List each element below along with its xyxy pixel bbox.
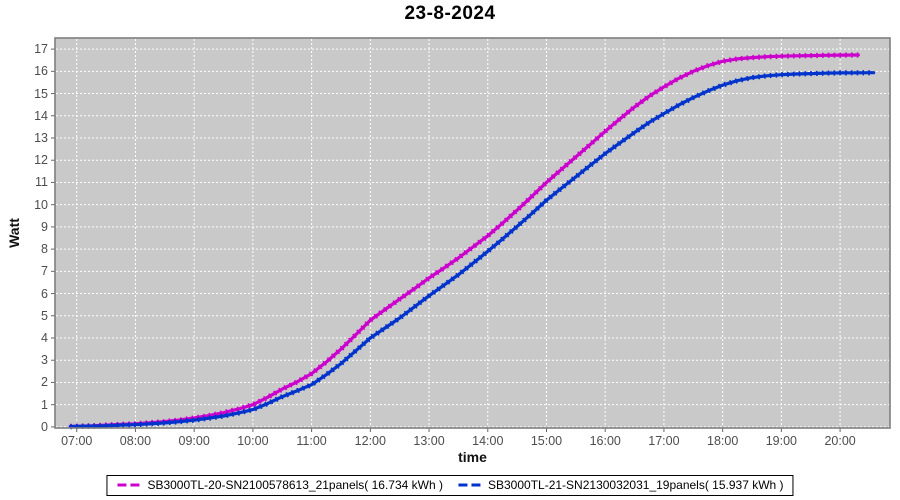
x-tick-label: 16:00 (589, 434, 621, 448)
y-tick-label: 15 (34, 86, 48, 101)
x-tick-label: 09:00 (178, 434, 210, 448)
y-tick-label: 10 (34, 197, 48, 212)
x-tick-label: 12:00 (354, 434, 386, 448)
legend-label-series-2: SB3000TL-21-SN2130032031_19panels( 15.93… (488, 478, 784, 492)
y-tick-label: 11 (35, 175, 48, 190)
y-tick-label: 7 (41, 264, 48, 279)
x-axis-title: time (458, 449, 487, 465)
legend-entry-series-1: SB3000TL-20-SN2100578613_21panels( 16.73… (116, 478, 443, 492)
x-tick-label: 14:00 (472, 434, 504, 448)
y-tick-label: 13 (34, 131, 48, 145)
x-tick-label: 11:00 (296, 434, 327, 448)
legend-line-marker-series-1 (117, 483, 142, 487)
y-tick-label: 16 (34, 64, 48, 79)
x-tick-label: 10:00 (237, 434, 269, 448)
x-tick-label: 13:00 (413, 434, 445, 448)
y-tick-label: 14 (34, 108, 48, 123)
legend-line-marker-series-2 (458, 483, 482, 487)
plot-border (54, 37, 891, 429)
x-tick-label: 17:00 (648, 434, 680, 448)
y-tick-label: 4 (41, 331, 48, 345)
legend-entry-series-2: SB3000TL-21-SN2130032031_19panels( 15.93… (457, 478, 784, 492)
y-tick-label: 2 (41, 375, 48, 390)
x-tick-label: 18:00 (707, 434, 739, 448)
y-tick-label: 1 (41, 397, 48, 412)
plot-background (55, 38, 890, 428)
x-tick-label: 20:00 (824, 434, 856, 448)
y-tick-label: 8 (41, 242, 48, 257)
legend: SB3000TL-20-SN2100578613_21panels( 16.73… (106, 475, 794, 496)
y-tick-label: 17 (34, 42, 48, 57)
y-tick-label: 0 (41, 419, 48, 434)
legend-label-series-1: SB3000TL-20-SN2100578613_21panels( 16.73… (147, 478, 443, 492)
y-tick-label: 3 (41, 353, 48, 368)
x-tick-label: 19:00 (765, 434, 797, 448)
y-tick-label: 9 (41, 219, 48, 234)
x-tick-label: 15:00 (530, 434, 563, 448)
series-line-1 (68, 53, 860, 428)
chart-title: 23-8-2024 (404, 3, 496, 24)
y-tick-label: 6 (41, 286, 48, 301)
y-tick-label: 12 (34, 153, 48, 168)
y-tick-label: 5 (41, 308, 48, 323)
x-tick-label: 07:00 (61, 434, 93, 448)
series-line-2 (68, 71, 876, 429)
x-tick-label: 08:00 (119, 434, 152, 448)
